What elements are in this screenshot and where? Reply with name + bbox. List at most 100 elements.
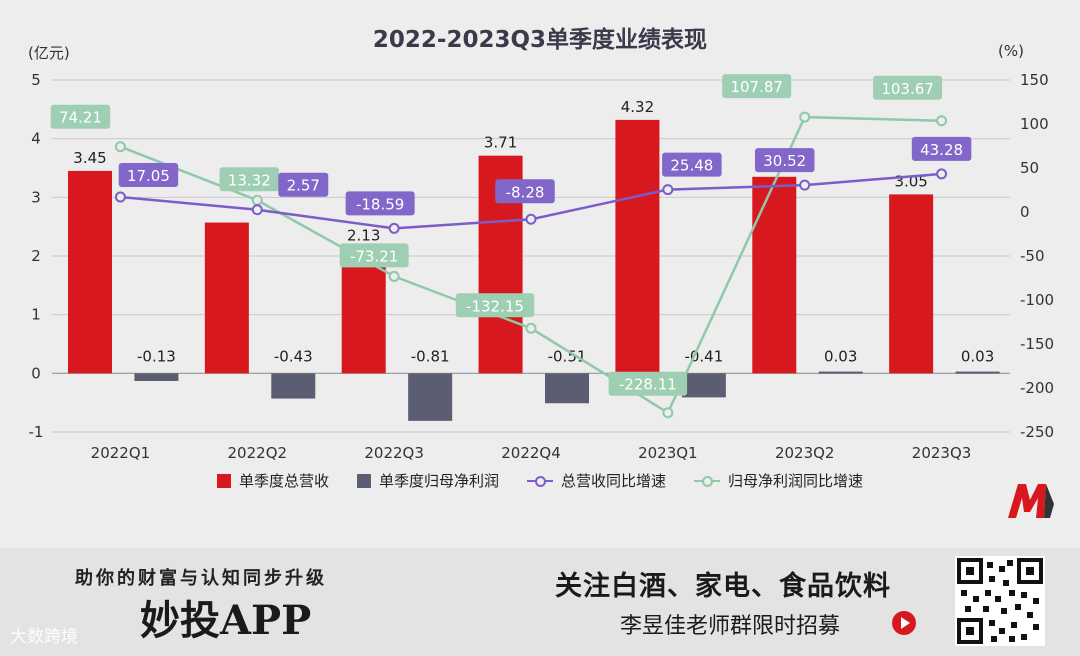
- profit-growth-label-box: [722, 74, 792, 99]
- right-tick-label: -100: [1020, 291, 1054, 309]
- revenue-bar: [752, 176, 797, 374]
- legend-swatch-profit-growth: [694, 474, 721, 488]
- right-tick-label: -50: [1020, 247, 1045, 265]
- banner-recruit-text[interactable]: 李昱佳老师群限时招募: [620, 614, 841, 639]
- revenue-growth-label-box: [118, 162, 179, 187]
- revenue-growth-label-box: [345, 191, 415, 216]
- legend-item-profit: 单季度归母净利润: [356, 470, 499, 491]
- profit-bar-label: 0.03: [961, 347, 994, 365]
- legend-label-profit: 单季度归母净利润: [378, 472, 499, 490]
- revenue-growth-data-label: -8.28: [506, 183, 545, 201]
- legend-item-profit-growth: 归母净利润同比增速: [694, 470, 863, 491]
- revenue-bar: [204, 222, 249, 374]
- right-tick-label: 50: [1020, 159, 1039, 177]
- profit-growth-data-label: -228.11: [619, 376, 677, 394]
- arrow-right-circle-icon[interactable]: [892, 611, 916, 635]
- legend-swatch-profit: [356, 473, 371, 488]
- profit-bar: [545, 373, 589, 404]
- chart-title: 2022-2023Q3单季度业绩表现: [372, 27, 708, 53]
- profit-growth-data-label: 74.21: [59, 109, 102, 127]
- left-tick-label: 5: [31, 71, 41, 89]
- right-axis-unit: (%): [998, 42, 1024, 60]
- promo-banner: 助你的财富与认知同步升级 妙投APP 关注白酒、家电、食品饮料 李昱佳老师群限时…: [0, 548, 1080, 656]
- right-tick-label: -200: [1020, 379, 1054, 397]
- revenue-growth-point: [662, 184, 674, 196]
- legend-label-revenue-growth: 总营收同比增速: [561, 472, 667, 490]
- left-tick-label: 4: [31, 130, 41, 148]
- profit-bar: [408, 373, 453, 421]
- legend-label-revenue: 单季度总营收: [238, 472, 329, 490]
- right-tick-label: -250: [1020, 423, 1054, 441]
- revenue-growth-data-label: 43.28: [920, 141, 963, 159]
- banner-slogan: 助你的财富与认知同步升级: [75, 568, 327, 589]
- legend: 单季度总营收 单季度归母净利润 总营收同比增速 归母净利润同比增速: [0, 470, 1080, 491]
- x-tick-label: 2023Q3: [912, 444, 972, 462]
- right-tick-label: 150: [1020, 71, 1049, 89]
- left-tick-label: 3: [31, 188, 41, 206]
- profit-growth-point: [114, 141, 126, 153]
- revenue-growth-label-box: [278, 172, 329, 197]
- revenue-growth-data-label: 2.57: [287, 177, 320, 195]
- left-tick-label: 1: [31, 306, 41, 324]
- revenue-bar-label: 4.32: [621, 98, 654, 116]
- revenue-growth-label-box: [911, 136, 972, 161]
- profit-bar-label: -0.13: [137, 347, 176, 365]
- m-brand-logo-icon: [1008, 484, 1054, 518]
- banner-app-name[interactable]: 妙投APP: [140, 597, 312, 644]
- revenue-growth-point: [936, 168, 948, 180]
- revenue-bar-label: 3.71: [484, 134, 517, 152]
- profit-bar: [134, 373, 179, 381]
- profit-bar: [955, 371, 1000, 374]
- profit-growth-label-box: [219, 167, 280, 192]
- legend-item-revenue: 单季度总营收: [216, 470, 329, 491]
- profit-growth-data-label: -132.15: [466, 297, 524, 315]
- revenue-growth-point: [388, 222, 400, 234]
- right-tick-label: 100: [1020, 115, 1049, 133]
- profit-growth-point: [799, 111, 811, 123]
- x-tick-label: 2022Q2: [228, 444, 288, 462]
- combo-chart: -1 0 1 2 3 4 5 -250 -200 -150 -100 -50 0 50 100 150 2022…: [29, 71, 1055, 462]
- profit-bar-label: -0.41: [684, 347, 723, 365]
- legend-swatch-revenue-growth: [527, 474, 553, 488]
- legend-swatch-revenue: [216, 473, 231, 488]
- revenue-growth-data-label: 25.48: [670, 157, 713, 175]
- profit-growth-data-label: 107.87: [730, 78, 783, 96]
- profit-bar-label: 0.03: [824, 347, 857, 365]
- profit-growth-point: [388, 270, 400, 282]
- profit-bar: [818, 371, 863, 374]
- revenue-growth-data-label: 30.52: [763, 152, 806, 170]
- profit-growth-point: [251, 194, 263, 206]
- qr-code-icon[interactable]: [955, 556, 1045, 646]
- profit-growth-label-box: [455, 293, 535, 318]
- x-tick-label: 2023Q1: [638, 444, 698, 462]
- profit-growth-point: [662, 407, 674, 419]
- revenue-growth-point: [251, 204, 263, 216]
- revenue-growth-label-box: [754, 148, 815, 173]
- revenue-bar: [889, 194, 934, 374]
- revenue-growth-data-label: -18.59: [356, 195, 404, 213]
- profit-growth-point: [525, 322, 537, 334]
- revenue-growth-point: [114, 191, 126, 203]
- x-tick-label: 2022Q4: [501, 444, 561, 462]
- revenue-growth-label-box: [495, 179, 555, 204]
- revenue-bar: [341, 248, 386, 374]
- revenue-growth-data-label: 17.05: [127, 167, 170, 185]
- x-tick-label: 2022Q1: [91, 444, 151, 462]
- legend-label-profit-growth: 归母净利润同比增速: [728, 472, 864, 490]
- profit-bar-label: -0.81: [411, 347, 450, 365]
- revenue-bar: [615, 119, 660, 374]
- right-tick-label: 0: [1020, 203, 1030, 221]
- revenue-growth-point: [799, 179, 811, 191]
- profit-bar: [271, 373, 316, 399]
- revenue-bar: [68, 170, 112, 374]
- left-tick-label: -1: [29, 423, 44, 441]
- legend-item-revenue-growth: 总营收同比增速: [527, 470, 666, 491]
- revenue-bar-label: 3.45: [73, 149, 106, 167]
- profit-growth-label-box: [50, 104, 111, 129]
- profit-growth-label-box: [873, 75, 943, 100]
- left-axis-unit: (亿元): [28, 44, 70, 62]
- profit-bar: [681, 373, 726, 398]
- x-tick-label: 2023Q2: [775, 444, 835, 462]
- profit-bar-label: -0.43: [274, 347, 313, 365]
- profit-growth-label-box: [608, 371, 688, 396]
